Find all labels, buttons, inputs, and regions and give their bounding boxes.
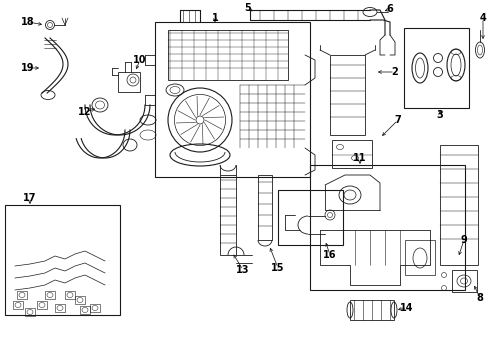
Text: 8: 8 xyxy=(476,293,483,303)
Text: 14: 14 xyxy=(400,303,413,313)
Text: 5: 5 xyxy=(244,3,251,13)
Bar xyxy=(13,301,23,309)
Bar xyxy=(168,30,287,80)
Text: 6: 6 xyxy=(386,4,392,14)
Bar xyxy=(220,175,236,255)
Text: 13: 13 xyxy=(236,265,249,275)
Bar xyxy=(258,175,271,240)
Text: 12: 12 xyxy=(78,107,92,117)
Bar xyxy=(118,72,140,92)
Bar xyxy=(75,296,85,304)
Bar xyxy=(90,304,100,312)
Text: 2: 2 xyxy=(391,67,398,77)
Bar xyxy=(155,22,309,177)
Text: 7: 7 xyxy=(394,115,401,125)
Bar xyxy=(65,291,75,299)
Text: 11: 11 xyxy=(352,153,366,163)
Bar xyxy=(37,301,47,309)
Text: 19: 19 xyxy=(21,63,35,73)
Text: 15: 15 xyxy=(271,263,284,273)
Text: 9: 9 xyxy=(460,235,467,245)
Bar xyxy=(17,291,27,299)
Bar xyxy=(331,140,371,168)
Bar xyxy=(25,308,35,316)
Text: 17: 17 xyxy=(23,193,37,203)
Bar xyxy=(80,306,90,314)
Bar xyxy=(5,205,120,315)
Bar xyxy=(278,190,342,245)
Text: 1: 1 xyxy=(211,13,218,23)
Bar xyxy=(55,304,65,312)
Text: 10: 10 xyxy=(133,55,146,65)
Bar xyxy=(404,240,434,275)
Text: 18: 18 xyxy=(21,17,35,27)
Bar xyxy=(403,28,468,108)
Bar xyxy=(309,165,464,290)
Bar xyxy=(349,300,393,320)
Bar xyxy=(451,270,476,292)
Bar xyxy=(329,55,364,135)
Bar xyxy=(45,291,55,299)
Text: 3: 3 xyxy=(436,110,443,120)
Text: 4: 4 xyxy=(479,13,486,23)
Text: 16: 16 xyxy=(323,250,336,260)
Bar xyxy=(439,145,477,265)
